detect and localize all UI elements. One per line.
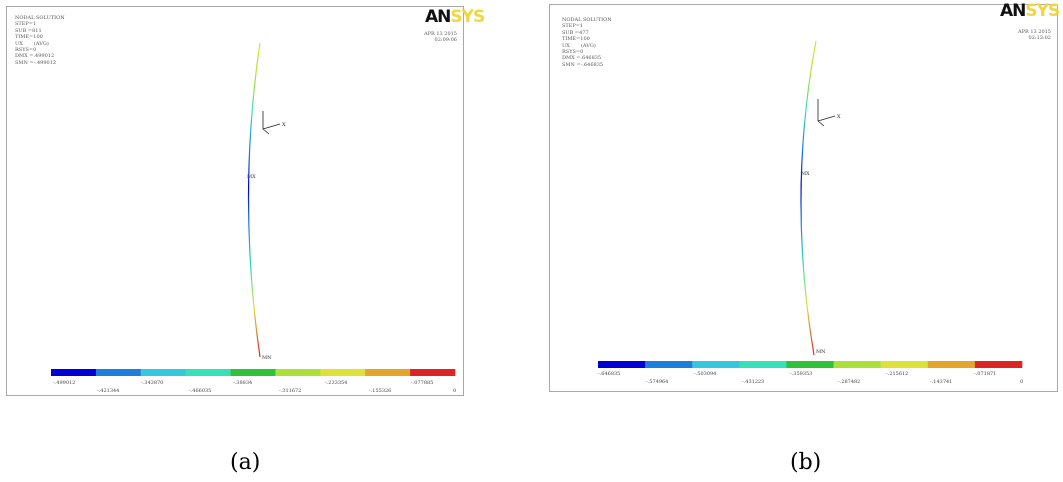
legend-value: -.077885 <box>411 380 433 386</box>
info-line-2: SUB =477 <box>562 29 589 36</box>
colorbar-segment <box>185 369 231 376</box>
ansys-logo: ANSYS <box>425 7 485 27</box>
colorbar-segment <box>140 369 186 376</box>
date-label: APR 13 2015 <box>1017 29 1051 35</box>
solution-info: NODAL SOLUTION STEP=1 SUB =811 TIME=100 … <box>15 15 65 66</box>
legend-value: -.574964 <box>646 379 668 385</box>
info-line-4: UX (AVG) <box>562 42 596 49</box>
colorbar-segment <box>230 369 276 376</box>
axis-x-label: X <box>837 114 841 120</box>
plot-panel-a: NODAL SOLUTION STEP=1 SUB =811 TIME=100 … <box>6 6 485 396</box>
contour-colorbar <box>598 361 1023 368</box>
info-line-7: SMN =-.646835 <box>562 61 604 68</box>
timestamp: APR 13 2015 02:09:06 <box>424 31 457 44</box>
colorbar-segment <box>275 369 321 376</box>
legend-value: -.466035 <box>189 388 211 394</box>
colorbar-segment <box>410 369 456 376</box>
info-line-6: DMX =.499012 <box>15 53 55 60</box>
colorbar-segment <box>365 369 411 376</box>
deformed-beam <box>247 42 261 358</box>
mx-marker: MX <box>801 171 810 177</box>
legend-value: -.359353 <box>790 371 812 377</box>
colorbar-segment <box>598 361 646 368</box>
info-line-3: TIME=100 <box>562 36 590 43</box>
colorbar-segment <box>739 361 787 368</box>
colorbar-segment <box>51 369 97 376</box>
colorbar-labels-bottom: -.574964 -.431223 -.287482 -.143741 0 <box>646 379 1023 385</box>
mn-marker: MN <box>262 355 272 361</box>
legend-value: -.155326 <box>369 388 391 394</box>
time-label: 02:09:06 <box>434 37 457 44</box>
axis-x-label: X <box>282 122 286 128</box>
mn-marker: MN <box>816 349 826 355</box>
info-line-4: UX (AVG) <box>15 40 49 47</box>
deformed-shape-plot: X MX MN -.499012 -.343870 -.38834 -.2333… <box>51 42 456 394</box>
legend-value: 0 <box>1020 379 1023 385</box>
info-line-6: DMX =.646835 <box>562 55 602 62</box>
axis-triad-icon <box>817 99 836 127</box>
contour-colorbar <box>51 369 456 376</box>
legend-value: -.503094 <box>694 371 716 377</box>
time-label: 02:13:02 <box>1028 35 1051 42</box>
colorbar-labels-top: -.646835 -.503094 -.359353 -.215612 -.07… <box>598 371 996 377</box>
legend-value: -.38834 <box>233 380 252 386</box>
info-line-2: SUB =811 <box>15 27 42 34</box>
colorbar-segment <box>880 361 929 368</box>
plot-panel-b: NODAL SOLUTION STEP=1 SUB =477 TIME=100 … <box>549 1 1060 392</box>
legend-value: -.343870 <box>141 380 163 386</box>
timestamp: APR 13 2015 02:13:02 <box>1018 29 1051 42</box>
legend-value: -.143741 <box>930 379 952 385</box>
colorbar-labels-top: -.499012 -.343870 -.38834 -.233354 -.077… <box>53 380 433 386</box>
info-line-7: SMN =-.499012 <box>15 59 57 66</box>
mx-marker: MX <box>247 174 256 180</box>
legend-value: -.421344 <box>97 388 119 394</box>
colorbar-segment <box>786 361 834 368</box>
axis-triad-icon <box>262 111 281 135</box>
legend-value: -.499012 <box>53 380 75 386</box>
result-title: NODAL SOLUTION <box>562 17 612 23</box>
legend-value: -.215612 <box>886 371 908 377</box>
colorbar-segment <box>927 361 976 368</box>
legend-value: -.071871 <box>974 371 996 377</box>
colorbar-segment <box>974 361 1023 368</box>
deformed-beam <box>800 40 817 356</box>
colorbar-segment <box>645 361 693 368</box>
caption-b: (b) <box>790 450 822 475</box>
legend-value: -.646835 <box>598 371 620 377</box>
info-line-5: RSYS=0 <box>15 47 37 54</box>
colorbar-labels-bottom: -.421344 -.466035 -.311672 -.155326 0 <box>97 388 456 394</box>
legend-value: -.431223 <box>742 379 764 385</box>
solution-info: NODAL SOLUTION STEP=1 SUB =477 TIME=100 … <box>562 17 612 68</box>
result-title: NODAL SOLUTION <box>15 15 65 21</box>
deformed-shape-plot: X MX MN -.646835 -.503094 -.359353 -.215… <box>598 40 1023 385</box>
ansys-logo: ANSYS <box>1000 1 1060 21</box>
legend-value: -.311672 <box>279 388 301 394</box>
colorbar-segment <box>95 369 142 376</box>
colorbar-segment <box>833 361 881 368</box>
colorbar-segment <box>692 361 740 368</box>
caption-a: (a) <box>230 450 261 475</box>
info-line-1: STEP=1 <box>15 21 37 28</box>
date-label: APR 13 2015 <box>423 31 457 37</box>
info-line-5: RSYS=0 <box>562 49 584 56</box>
colorbar-segment <box>320 369 366 376</box>
info-line-3: TIME=100 <box>15 34 43 41</box>
legend-value: -.287482 <box>838 379 860 385</box>
info-line-1: STEP=1 <box>562 23 584 30</box>
legend-value: -.233354 <box>325 380 347 386</box>
legend-value: 0 <box>453 388 456 394</box>
